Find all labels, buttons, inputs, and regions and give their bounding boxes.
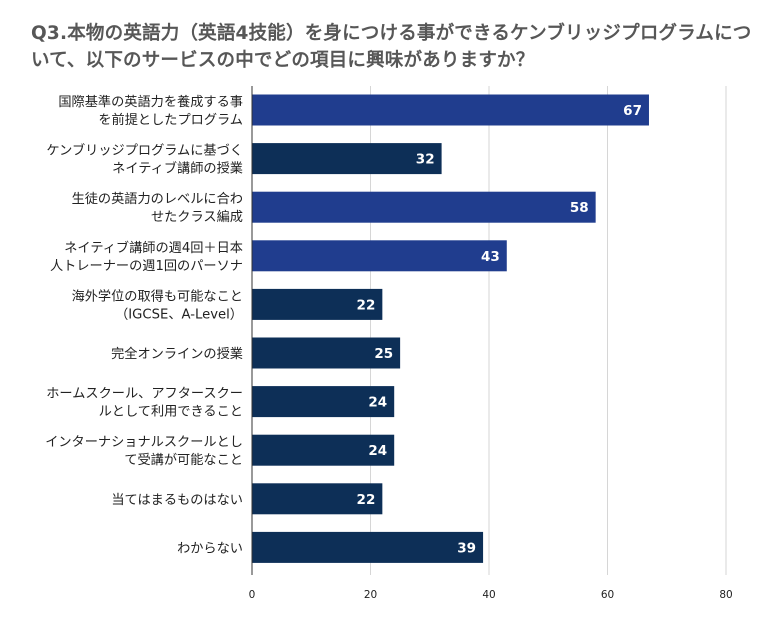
category-label-line-8-0: 当てはまるものはない xyxy=(111,492,243,508)
category-label-1: ケンブリッジプログラムに基づくネイティブ講師の授業 xyxy=(46,142,243,177)
category-label-4: 海外学位の取得も可能なこと （IGCSE、A-Level） xyxy=(72,287,243,322)
category-label-line-5-0: 完全オンラインの授業 xyxy=(111,345,243,362)
category-label-line-0-1: を前提としたプログラム xyxy=(98,111,243,128)
data-label-4: 22 xyxy=(357,297,376,313)
bar-8 xyxy=(252,483,383,515)
bar-0 xyxy=(252,94,649,126)
bars: 67 32 58 43 22 25 24 24 22 39 xyxy=(252,94,649,563)
bar-4 xyxy=(252,288,383,320)
category-label-8: 当てはまるものはない xyxy=(111,492,243,508)
category-label-0: 国際基準の英語力を養成する事を前提としたプログラム xyxy=(58,93,243,128)
category-labels: 国際基準の英語力を養成する事を前提としたプログラムケンブリッジプログラムに基づく… xyxy=(45,93,243,556)
bar-5 xyxy=(252,337,401,369)
category-label-7: インターナショナルスクールとして受講が可能なこと xyxy=(45,434,243,468)
category-label-line-6-1: ルとして利用できること xyxy=(99,404,243,420)
bar-6 xyxy=(252,386,395,418)
category-label-line-6-0: ホームスクール、アフタースクー xyxy=(46,386,243,402)
category-label-line-1-0: ケンブリッジプログラムに基づく xyxy=(46,142,243,159)
category-label-line-7-0: インターナショナルスクールとし xyxy=(45,434,243,450)
data-label-8: 22 xyxy=(357,492,376,508)
data-label-0: 67 xyxy=(623,103,642,119)
category-label-line-2-0: 生徒の英語力のレベルに合わ xyxy=(72,190,243,207)
bar-2 xyxy=(252,191,596,223)
category-label-line-1-1: ネイティブ講師の授業 xyxy=(112,160,243,177)
category-label-line-4-1: （IGCSE、A-Level） xyxy=(115,307,243,322)
category-label-line-9-0: わからない xyxy=(177,540,243,556)
chart-title: Q3.本物の英語力（英語4技能）を身につける事ができるケンブリッジプログラムにつ… xyxy=(31,23,752,71)
bar-7 xyxy=(252,434,395,466)
data-label-6: 24 xyxy=(368,395,387,411)
data-label-5: 25 xyxy=(374,346,393,362)
x-tick-label-80: 80 xyxy=(719,589,732,601)
x-axis-ticks: 0 20 40 60 80 xyxy=(249,589,733,601)
x-tick-label-60: 60 xyxy=(601,589,614,601)
data-label-1: 32 xyxy=(416,152,435,168)
category-label-3: ネイティブ講師の週4回＋日本人トレーナーの週1回のパーソナ xyxy=(50,239,243,274)
category-label-9: わからない xyxy=(177,540,243,556)
category-label-line-3-0: ネイティブ講師の週4回＋日本 xyxy=(64,239,243,256)
bar-1 xyxy=(252,143,442,175)
category-label-line-4-0: 海外学位の取得も可能なこと xyxy=(72,287,243,304)
data-label-7: 24 xyxy=(368,443,387,459)
category-label-line-7-1: て受講が可能なこと xyxy=(124,452,243,468)
category-label-line-2-1: せたクラス編成 xyxy=(151,209,243,225)
data-label-3: 43 xyxy=(481,249,500,265)
bar-3 xyxy=(252,240,507,272)
x-tick-label-40: 40 xyxy=(482,589,495,601)
category-label-line-0-0: 国際基準の英語力を養成する事 xyxy=(58,93,243,110)
x-tick-label-0: 0 xyxy=(249,589,256,601)
bar-9 xyxy=(252,531,484,563)
data-label-2: 58 xyxy=(570,200,589,216)
category-label-2: 生徒の英語力のレベルに合わせたクラス編成 xyxy=(72,190,243,225)
data-label-9: 39 xyxy=(457,540,476,556)
category-label-5: 完全オンラインの授業 xyxy=(111,345,243,362)
x-tick-label-20: 20 xyxy=(364,589,377,601)
category-label-line-3-1: 人トレーナーの週1回のパーソナ xyxy=(50,258,243,274)
category-label-6: ホームスクール、アフタースクールとして利用できること xyxy=(46,386,243,420)
